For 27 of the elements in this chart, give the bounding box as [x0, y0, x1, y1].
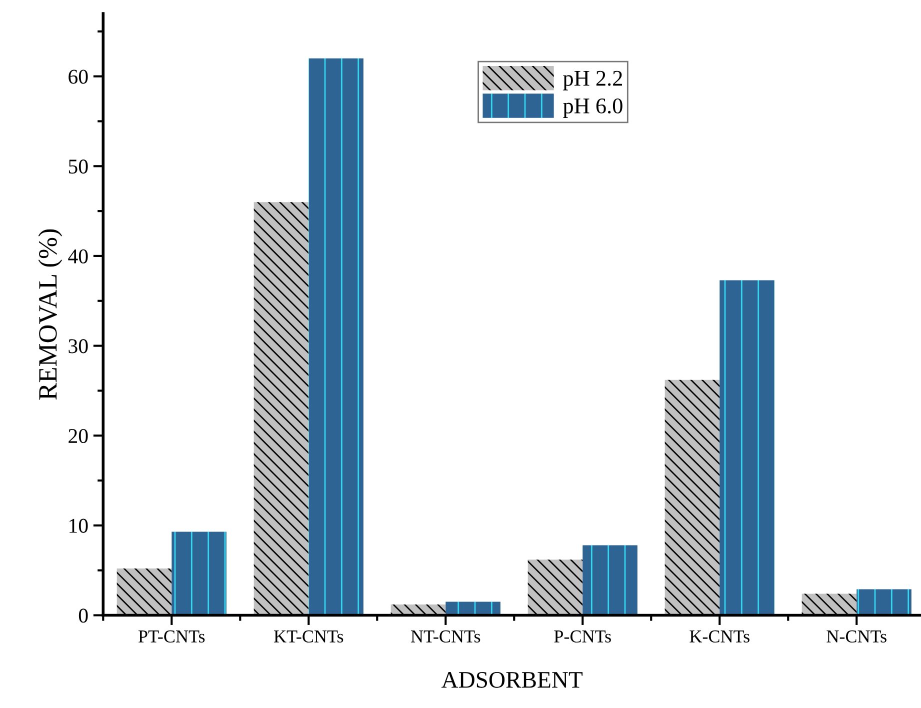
y-tick-label: 50: [68, 160, 88, 174]
x-tick-label: KT-CNTs: [274, 630, 344, 643]
y-axis-title: REMOVAL (%): [38, 229, 62, 400]
legend-label: pH 6.0: [563, 98, 622, 118]
x-tick-label: P-CNTs: [554, 630, 611, 643]
bar: [720, 280, 774, 616]
bar: [664, 380, 720, 616]
bar: [528, 560, 583, 616]
y-tick-label: 10: [70, 518, 88, 533]
bar: [582, 545, 638, 616]
y-tick-label: 40: [68, 249, 88, 264]
bar: [254, 202, 309, 616]
y-tick-label: 30: [68, 339, 88, 354]
x-tick-label: NT-CNTs: [411, 630, 480, 643]
bar: [856, 589, 912, 616]
x-tick-label: K-CNTs: [690, 630, 750, 643]
y-tick-label: 20: [68, 428, 88, 444]
bar: [802, 594, 857, 616]
x-axis-title: ADSORBENT: [441, 672, 583, 688]
bar: [116, 568, 172, 616]
bar: [172, 532, 226, 616]
y-tick-label: 0: [78, 608, 88, 623]
bar: [308, 58, 364, 616]
y-tick-label: 60: [68, 70, 88, 84]
x-tick-label: PT-CNTs: [138, 630, 205, 643]
x-tick-label: N-CNTs: [826, 630, 886, 643]
legend-label: pH 2.2: [563, 70, 622, 90]
